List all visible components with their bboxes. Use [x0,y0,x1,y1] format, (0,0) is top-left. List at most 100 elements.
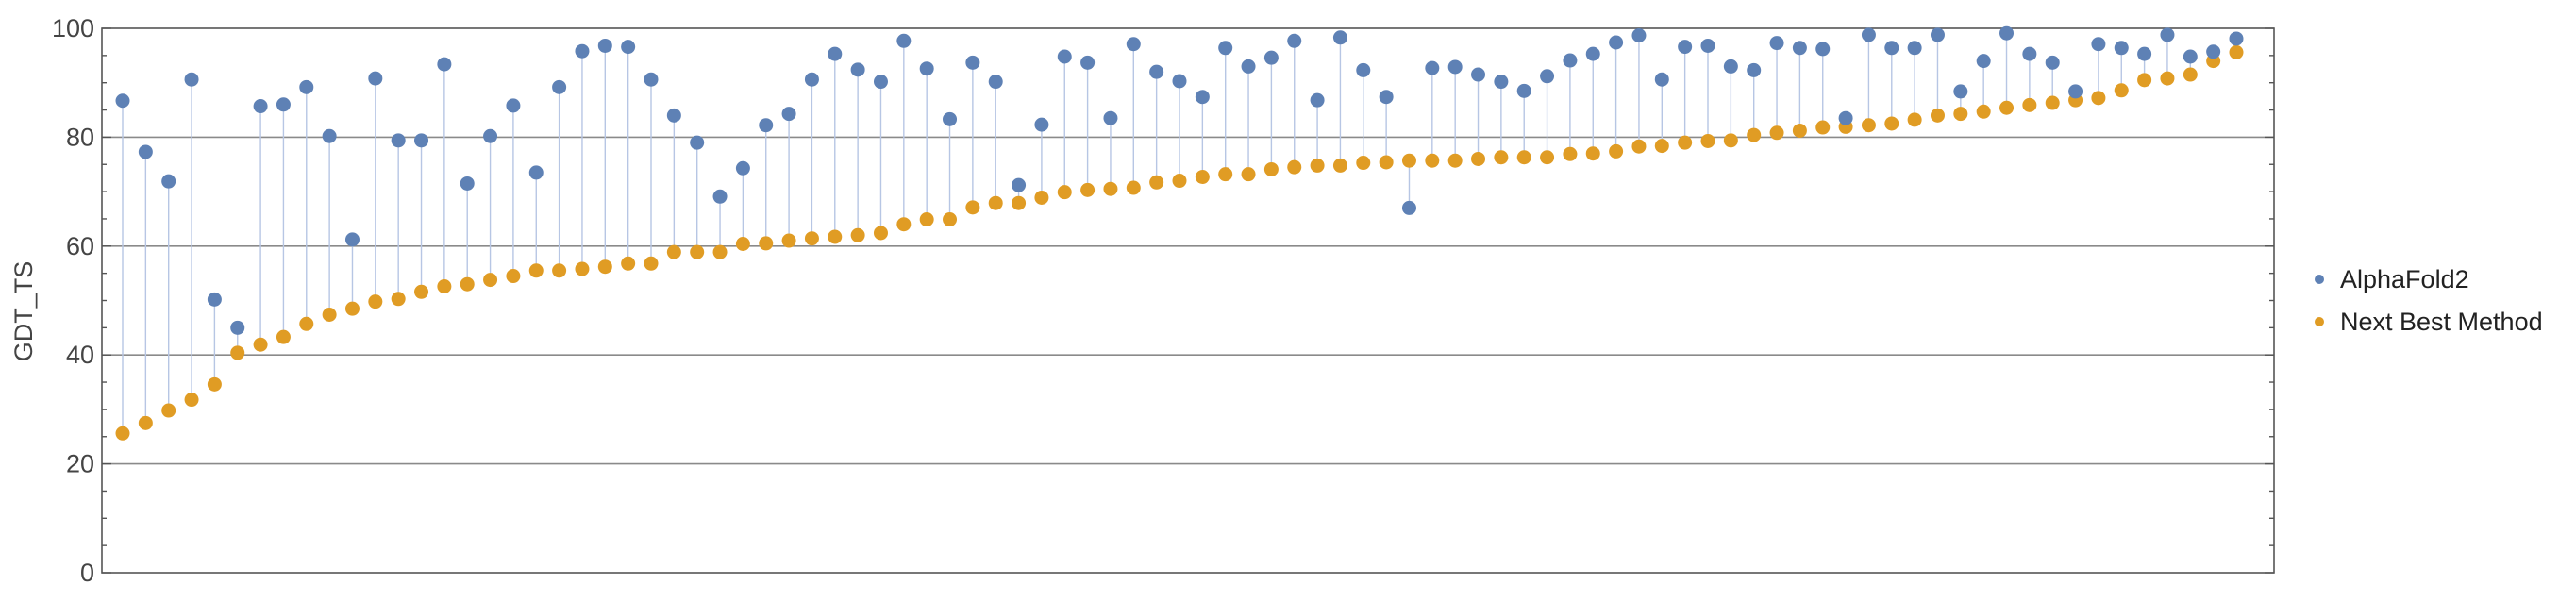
y-tick-label-80: 80 [66,123,94,151]
alphafold2-point-43 [1103,110,1118,125]
next-best-method-point-1 [138,415,153,430]
alphafold2-point-16 [483,128,498,143]
alphafold2-point-42 [1080,55,1096,70]
alphafold2-point-37 [965,55,980,70]
alphafold2-point-18 [528,165,544,180]
alphafold2-point-10 [344,232,360,247]
next-best-method-point-61 [1516,150,1531,165]
alphafold2-point-36 [943,111,958,126]
alphafold2-point-45 [1149,64,1164,79]
y-axis-title: GDT_TS [9,261,38,362]
next-best-method-point-79 [1930,108,1945,123]
alphafold2-point-70 [1723,59,1738,74]
alphafold2-point-77 [1884,41,1899,56]
next-best-method-point-30 [804,231,819,246]
next-best-method-point-72 [1769,125,1784,141]
next-best-method-point-14 [437,278,452,293]
alphafold2-point-25 [690,135,705,150]
alphafold2-point-82 [1999,25,2015,41]
next-best-method-point-52 [1310,158,1325,173]
alphafold2-point-79 [1930,27,1945,42]
alphafold2-point-40 [1034,117,1049,132]
alphafold2-point-47 [1195,90,1210,105]
alphafold2-point-80 [1953,84,1968,99]
next-best-method-point-54 [1356,156,1371,171]
legend-marker-0 [2315,275,2324,284]
next-best-method-point-0 [115,426,130,441]
plot-frame [101,27,2275,574]
alphafold2-point-21 [597,38,612,53]
next-best-method-point-64 [1585,146,1600,161]
next-best-method-point-6 [253,337,268,352]
legend: AlphaFold2 Next Best Method [2315,265,2543,336]
alphafold2-point-2 [161,174,176,189]
alphafold2-point-66 [1631,28,1647,43]
y-tick-label-0: 0 [80,559,94,587]
next-best-method-point-71 [1747,127,1762,142]
next-best-method-point-49 [1241,167,1256,182]
next-best-method-point-74 [1815,120,1831,135]
next-best-method-point-45 [1149,175,1164,190]
alphafold2-point-62 [1540,69,1555,84]
next-best-method-point-2 [161,403,176,418]
alphafold2-point-30 [804,72,819,87]
alphafold2-point-56 [1401,200,1416,215]
next-best-method-point-36 [943,212,958,227]
legend-marker-1 [2315,317,2324,326]
alphafold2-point-12 [391,133,406,148]
next-best-method-point-12 [391,292,406,307]
alphafold2-point-75 [1838,110,1853,125]
next-best-method-point-20 [575,261,590,276]
next-best-method-point-58 [1447,153,1463,168]
next-best-method-point-22 [621,256,636,271]
y-tick-label-40: 40 [66,341,94,369]
next-best-method-point-69 [1700,133,1715,148]
alphafold2-point-13 [414,133,429,148]
alphafold2-point-44 [1126,37,1141,52]
alphafold2-point-67 [1654,72,1669,87]
next-best-method-point-10 [344,301,360,316]
alphafold2-point-86 [2091,37,2106,52]
alphafold2-point-46 [1172,74,1187,89]
alphafold2-point-38 [988,75,1003,90]
next-best-method-point-32 [850,227,865,242]
alphafold2-point-3 [184,72,199,87]
alphafold2-point-31 [828,46,843,61]
next-best-method-point-65 [1609,143,1624,159]
alphafold2-point-19 [552,79,567,94]
data-points [115,25,2244,441]
alphafold2-point-88 [2137,46,2152,61]
next-best-method-point-19 [552,263,567,278]
next-best-method-point-8 [299,316,314,331]
next-best-method-point-88 [2137,73,2152,88]
plot-border [101,27,2275,574]
next-best-method-point-76 [1861,118,1876,133]
next-best-method-point-25 [690,244,705,259]
alphafold2-point-4 [207,292,222,307]
alphafold2-point-6 [253,99,268,114]
next-best-method-point-15 [460,276,475,292]
next-best-method-point-80 [1953,107,1968,122]
next-best-method-point-53 [1332,158,1347,173]
y-tick-label-20: 20 [66,450,94,478]
next-best-method-point-66 [1631,139,1647,154]
next-best-method-point-77 [1884,116,1899,131]
next-best-method-point-62 [1540,150,1555,165]
alphafold2-point-53 [1332,30,1347,45]
next-best-method-point-38 [988,195,1003,210]
alphafold2-point-78 [1907,41,1922,56]
next-best-method-point-42 [1080,182,1096,197]
next-best-method-point-34 [896,217,912,232]
alphafold2-point-58 [1447,59,1463,75]
next-best-method-point-87 [2114,83,2129,98]
alphafold2-point-54 [1356,62,1371,77]
alphafold2-point-32 [850,62,865,77]
alphafold2-point-27 [735,160,750,176]
next-best-method-point-37 [965,200,980,215]
alphafold2-point-63 [1563,53,1578,68]
alphafold2-point-29 [781,107,796,122]
legend-label-1: Next Best Method [2340,308,2543,336]
next-best-method-point-67 [1654,139,1669,154]
next-best-method-point-78 [1907,112,1922,127]
next-best-method-point-16 [483,273,498,288]
